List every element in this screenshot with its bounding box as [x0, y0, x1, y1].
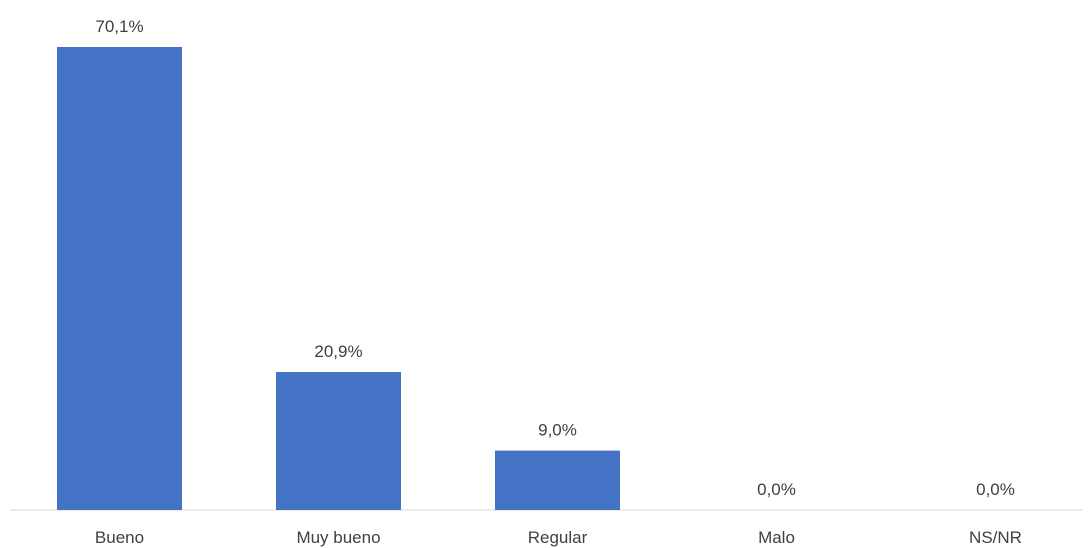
category-label-muy-bueno: Muy bueno: [296, 528, 380, 547]
category-label-regular: Regular: [528, 528, 588, 547]
category-label-bueno: Bueno: [95, 528, 144, 547]
data-label-bueno: 70,1%: [95, 17, 143, 36]
data-label-muy-bueno: 20,9%: [314, 342, 362, 361]
bar-regular: [495, 450, 620, 510]
data-label-ns-nr: 0,0%: [976, 480, 1015, 499]
category-labels-group: Bueno Muy bueno Regular Malo NS/NR: [95, 528, 1022, 547]
bar-bueno: [57, 47, 182, 510]
data-label-malo: 0,0%: [757, 480, 796, 499]
category-label-malo: Malo: [758, 528, 795, 547]
bars-group: [57, 47, 620, 510]
data-label-regular: 9,0%: [538, 421, 577, 440]
bar-muy-bueno: [276, 372, 401, 510]
data-labels-group: 70,1% 20,9% 9,0% 0,0% 0,0%: [95, 17, 1014, 499]
category-label-ns-nr: NS/NR: [969, 528, 1022, 547]
